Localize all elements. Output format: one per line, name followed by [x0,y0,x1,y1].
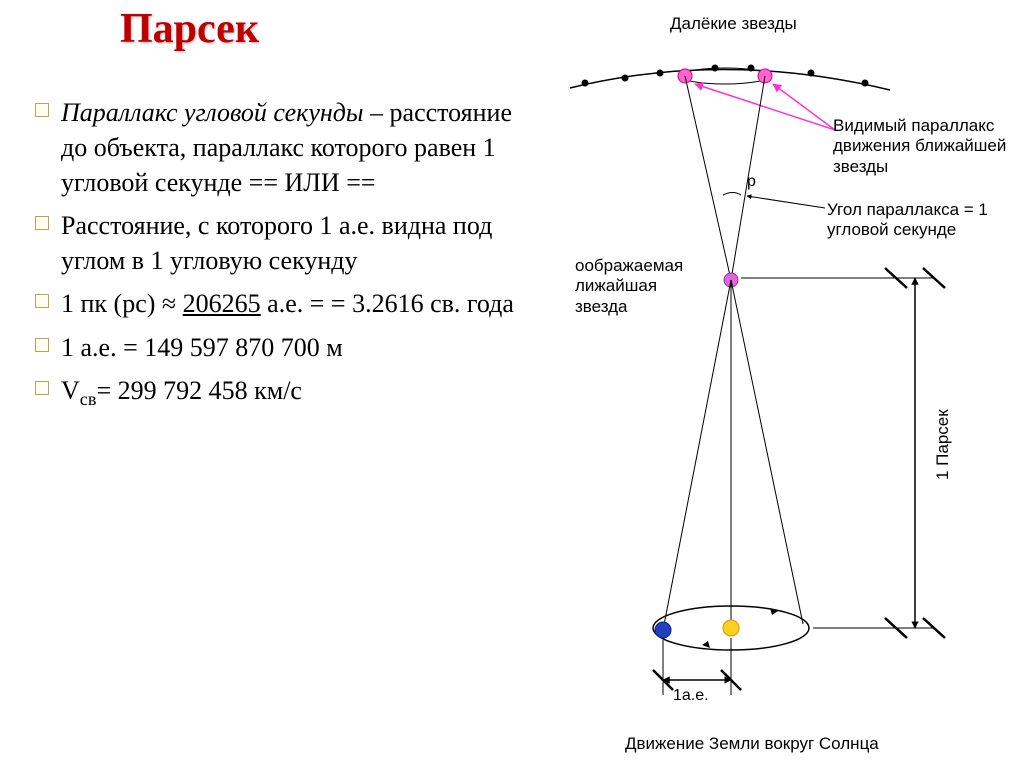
pink-arrow-1 [773,84,835,130]
bullet-item: Параллакс угловой секунды – расстояние д… [35,95,540,200]
para-1: Параллакс угловой секунды – расстояние д… [61,95,540,200]
para-4: 1 а.е. = 149 597 870 700 м [61,330,343,365]
label-visible-parallax: Видимый параллакс движения ближайшей зве… [833,116,1013,177]
sun-dot [723,620,739,636]
angle-pointer [747,196,825,208]
para-5: Vсв= 299 792 458 км/с [61,373,302,412]
para5-b: = 299 792 458 км/с [96,376,302,405]
parsec-dim [741,268,945,638]
para1-term: Параллакс угловой секунды [61,98,364,127]
cone-left [685,76,731,280]
bullet-item: Vсв= 299 792 458 км/с [35,373,540,412]
para-3: 1 пк (pc) ≈ 206265 а.е. = = 3.2616 св. г… [61,286,514,321]
label-angle-parallax: Угол параллакса = 1 угловой секунде [827,200,1007,241]
line-mid-earth [663,280,731,630]
bullet-icon [35,103,49,117]
bullet-item: 1 пк (pc) ≈ 206265 а.е. = = 3.2616 св. г… [35,286,540,321]
bullet-icon [35,216,49,230]
angle-arc [723,193,741,196]
top-ellipse [680,68,770,84]
label-p: p [747,172,756,191]
para-2: Расстояние, с которого 1 а.е. видна под … [61,208,540,278]
bullet-item: 1 а.е. = 149 597 870 700 м [35,330,540,365]
label-parsec: 1 Парсек [933,409,953,480]
label-distant-stars: Далёкие звезды [670,14,797,34]
para3-a: 1 пк (pc) ≈ [61,289,183,318]
label-au: 1а.е. [673,686,709,705]
para3-u: 206265 [183,289,261,318]
para5-sub: св [80,389,97,409]
bullet-icon [35,381,49,395]
arc-path [570,69,890,90]
page-title: Парсек [120,5,259,53]
parsec-diagram: Далёкие звезды Видимый параллакс движени… [555,10,1015,750]
bullet-item: Расстояние, с которого 1 а.е. видна под … [35,208,540,278]
label-earth-motion: Движение Земли вокруг Солнца [625,734,879,754]
para5-a: V [61,376,80,405]
para3-b: а.е. = = 3.2616 св. года [261,289,514,318]
pink-arrow-2 [695,84,835,130]
text-column: Параллакс угловой секунды – расстояние д… [35,95,540,419]
bullet-icon [35,338,49,352]
bullet-icon [35,294,49,308]
earth-dot [655,622,671,638]
label-imaginary-star: ooбражаемая лижайшая звезда [575,256,710,317]
orbit-arrow-1 [702,641,710,648]
line-mid-right [731,280,803,624]
